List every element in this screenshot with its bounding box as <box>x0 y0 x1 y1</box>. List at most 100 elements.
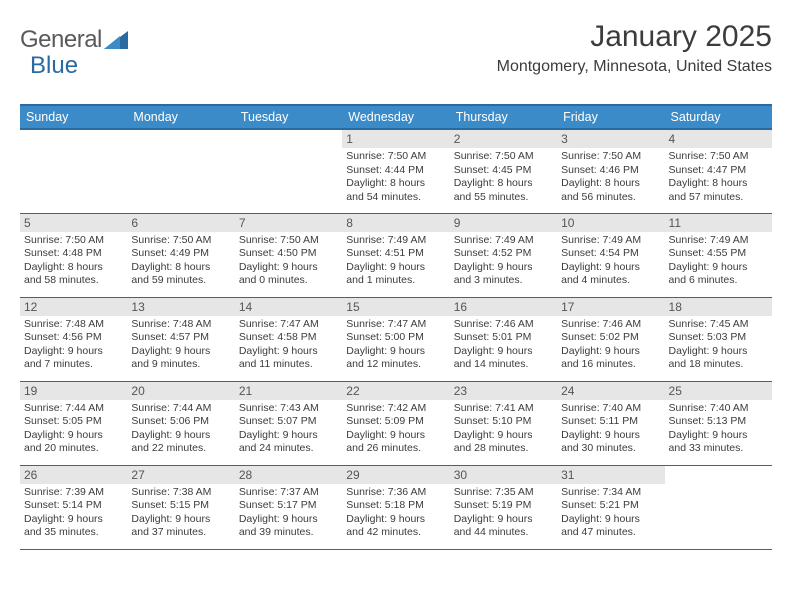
calendar-cell: 20Sunrise: 7:44 AMSunset: 5:06 PMDayligh… <box>127 381 234 465</box>
weekday-header: Monday <box>127 105 234 129</box>
day-number: 23 <box>450 382 557 400</box>
day-number: 5 <box>20 214 127 232</box>
day-number: 31 <box>557 466 664 484</box>
calendar-cell: 29 Sunrise: 7:36 AMSunset: 5:18 PMDayligh… <box>342 465 449 549</box>
logo-text-2: Blue <box>30 52 78 80</box>
calendar-cell: 1Sunrise: 7:50 AMSunset: 4:44 PMDaylight… <box>342 129 449 213</box>
day-number: 24 <box>557 382 664 400</box>
day-number: 26 <box>20 466 127 484</box>
calendar-cell: 3 Sunrise: 7:50 AMSunset: 4:46 PMDaylight… <box>557 129 664 213</box>
day-details: Sunrise: 7:42 AMSunset: 5:09 PMDaylight:… <box>346 402 445 457</box>
day-details: Sunrise: 7:49 AMSunset: 4:54 PMDaylight:… <box>561 234 660 289</box>
calendar-cell: 17Sunrise: 7:46 AMSunset: 5:02 PMDayligh… <box>557 297 664 381</box>
calendar-row: 1Sunrise: 7:50 AMSunset: 4:44 PMDaylight… <box>20 129 772 213</box>
day-details: Sunrise: 7:40 AMSunset: 5:11 PMDaylight:… <box>561 402 660 457</box>
calendar-cell: 4 Sunrise: 7:50 AMSunset: 4:47 PMDaylight… <box>665 129 772 213</box>
day-number: 13 <box>127 298 234 316</box>
header: General January 2025 Montgomery, Minneso… <box>20 20 772 76</box>
day-details: Sunrise: 7:45 AMSunset: 5:03 PMDaylight:… <box>669 318 768 373</box>
day-details: Sunrise: 7:39 AMSunset: 5:14 PMDaylight:… <box>24 486 123 541</box>
calendar-cell: 27 Sunrise: 7:38 AMSunset: 5:15 PMDayligh… <box>127 465 234 549</box>
day-number: 30 <box>450 466 557 484</box>
day-number: 27 <box>127 466 234 484</box>
day-number: 21 <box>235 382 342 400</box>
day-number: 12 <box>20 298 127 316</box>
weekday-header: Friday <box>557 105 664 129</box>
day-details: Sunrise: 7:50 AMSunset: 4:49 PMDaylight:… <box>131 234 230 289</box>
day-details: Sunrise: 7:37 AMSunset: 5:17 PMDaylight:… <box>239 486 338 541</box>
day-number: 22 <box>342 382 449 400</box>
weekday-header: Sunday <box>20 105 127 129</box>
calendar-cell: 6 Sunrise: 7:50 AMSunset: 4:49 PMDaylight… <box>127 213 234 297</box>
logo-text-1: General <box>20 26 102 54</box>
day-number: 6 <box>127 214 234 232</box>
day-number: 3 <box>557 130 664 148</box>
calendar-cell: 5 Sunrise: 7:50 AMSunset: 4:48 PMDaylight… <box>20 213 127 297</box>
day-number: 29 <box>342 466 449 484</box>
day-details: Sunrise: 7:49 AMSunset: 4:55 PMDaylight:… <box>669 234 768 289</box>
calendar-row: 12 Sunrise: 7:48 AMSunset: 4:56 PMDayligh… <box>20 297 772 381</box>
weekday-header: Thursday <box>450 105 557 129</box>
title-block: January 2025 Montgomery, Minnesota, Unit… <box>497 20 772 76</box>
day-number: 2 <box>450 130 557 148</box>
day-details: Sunrise: 7:35 AMSunset: 5:19 PMDaylight:… <box>454 486 553 541</box>
day-details: Sunrise: 7:50 AMSunset: 4:48 PMDaylight:… <box>24 234 123 289</box>
calendar-cell: 7Sunrise: 7:50 AMSunset: 4:50 PMDaylight… <box>235 213 342 297</box>
weekday-header: Tuesday <box>235 105 342 129</box>
calendar-cell: 8Sunrise: 7:49 AMSunset: 4:51 PMDaylight… <box>342 213 449 297</box>
day-number: 8 <box>342 214 449 232</box>
calendar-cell: 13 Sunrise: 7:48 AMSunset: 4:57 PMDayligh… <box>127 297 234 381</box>
calendar-cell: 28Sunrise: 7:37 AMSunset: 5:17 PMDayligh… <box>235 465 342 549</box>
calendar-cell: 25Sunrise: 7:40 AMSunset: 5:13 PMDayligh… <box>665 381 772 465</box>
logo: General <box>20 26 132 54</box>
calendar-cell: 31 Sunrise: 7:34 AMSunset: 5:21 PMDayligh… <box>557 465 664 549</box>
day-details: Sunrise: 7:40 AMSunset: 5:13 PMDaylight:… <box>669 402 768 457</box>
calendar-cell: 12 Sunrise: 7:48 AMSunset: 4:56 PMDayligh… <box>20 297 127 381</box>
calendar-cell: 2 Sunrise: 7:50 AMSunset: 4:45 PMDaylight… <box>450 129 557 213</box>
day-details: Sunrise: 7:46 AMSunset: 5:01 PMDaylight:… <box>454 318 553 373</box>
day-details: Sunrise: 7:46 AMSunset: 5:02 PMDaylight:… <box>561 318 660 373</box>
weekday-row: SundayMondayTuesdayWednesdayThursdayFrid… <box>20 105 772 129</box>
calendar-cell <box>127 129 234 213</box>
calendar-cell: 10 Sunrise: 7:49 AMSunset: 4:54 PMDayligh… <box>557 213 664 297</box>
day-details: Sunrise: 7:48 AMSunset: 4:57 PMDaylight:… <box>131 318 230 373</box>
calendar-cell: 19 Sunrise: 7:44 AMSunset: 5:05 PMDayligh… <box>20 381 127 465</box>
calendar-body: 1Sunrise: 7:50 AMSunset: 4:44 PMDaylight… <box>20 129 772 549</box>
day-number: 14 <box>235 298 342 316</box>
calendar-cell: 18 Sunrise: 7:45 AMSunset: 5:03 PMDayligh… <box>665 297 772 381</box>
weekday-header: Saturday <box>665 105 772 129</box>
day-details: Sunrise: 7:50 AMSunset: 4:50 PMDaylight:… <box>239 234 338 289</box>
calendar-cell: 9Sunrise: 7:49 AMSunset: 4:52 PMDaylight… <box>450 213 557 297</box>
day-details: Sunrise: 7:41 AMSunset: 5:10 PMDaylight:… <box>454 402 553 457</box>
day-details: Sunrise: 7:34 AMSunset: 5:21 PMDaylight:… <box>561 486 660 541</box>
day-details: Sunrise: 7:36 AMSunset: 5:18 PMDaylight:… <box>346 486 445 541</box>
day-details: Sunrise: 7:48 AMSunset: 4:56 PMDaylight:… <box>24 318 123 373</box>
day-number: 19 <box>20 382 127 400</box>
day-details: Sunrise: 7:44 AMSunset: 5:05 PMDaylight:… <box>24 402 123 457</box>
day-details: Sunrise: 7:47 AMSunset: 5:00 PMDaylight:… <box>346 318 445 373</box>
day-details: Sunrise: 7:50 AMSunset: 4:46 PMDaylight:… <box>561 150 660 205</box>
calendar-cell: 16Sunrise: 7:46 AMSunset: 5:01 PMDayligh… <box>450 297 557 381</box>
day-number: 4 <box>665 130 772 148</box>
day-number: 10 <box>557 214 664 232</box>
calendar-cell: 21 Sunrise: 7:43 AMSunset: 5:07 PMDayligh… <box>235 381 342 465</box>
calendar-cell: 15 Sunrise: 7:47 AMSunset: 5:00 PMDayligh… <box>342 297 449 381</box>
day-details: Sunrise: 7:44 AMSunset: 5:06 PMDaylight:… <box>131 402 230 457</box>
day-details: Sunrise: 7:43 AMSunset: 5:07 PMDaylight:… <box>239 402 338 457</box>
calendar-cell: 11 Sunrise: 7:49 AMSunset: 4:55 PMDayligh… <box>665 213 772 297</box>
day-details: Sunrise: 7:38 AMSunset: 5:15 PMDaylight:… <box>131 486 230 541</box>
calendar-cell <box>665 465 772 549</box>
calendar-cell: 22 Sunrise: 7:42 AMSunset: 5:09 PMDayligh… <box>342 381 449 465</box>
day-details: Sunrise: 7:50 AMSunset: 4:45 PMDaylight:… <box>454 150 553 205</box>
calendar-row: 26 Sunrise: 7:39 AMSunset: 5:14 PMDayligh… <box>20 465 772 549</box>
day-number: 11 <box>665 214 772 232</box>
day-number: 18 <box>665 298 772 316</box>
day-number: 9 <box>450 214 557 232</box>
logo-triangle-icon <box>104 29 130 51</box>
calendar-row: 19 Sunrise: 7:44 AMSunset: 5:05 PMDayligh… <box>20 381 772 465</box>
day-details: Sunrise: 7:47 AMSunset: 4:58 PMDaylight:… <box>239 318 338 373</box>
day-number: 1 <box>342 130 449 148</box>
day-number: 15 <box>342 298 449 316</box>
day-details: Sunrise: 7:50 AMSunset: 4:47 PMDaylight:… <box>669 150 768 205</box>
calendar-head: SundayMondayTuesdayWednesdayThursdayFrid… <box>20 105 772 129</box>
